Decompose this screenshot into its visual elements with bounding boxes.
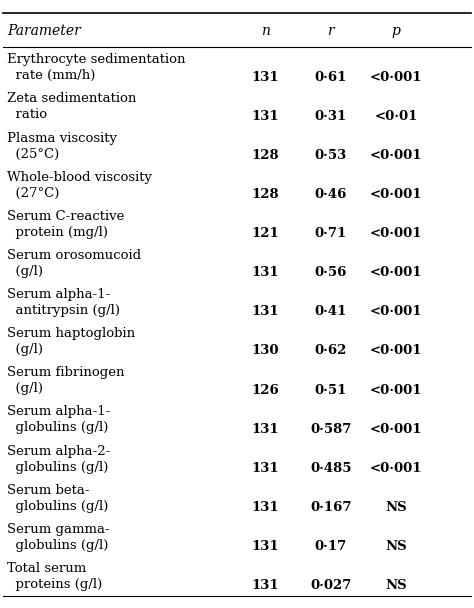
Text: 0·56: 0·56 bbox=[315, 266, 347, 279]
Text: Erythrocyte sedimentation
  rate (mm/h): Erythrocyte sedimentation rate (mm/h) bbox=[8, 54, 186, 82]
Text: 131: 131 bbox=[251, 266, 279, 279]
Text: 0·53: 0·53 bbox=[315, 149, 347, 162]
Text: <0·001: <0·001 bbox=[370, 188, 422, 201]
Text: 131: 131 bbox=[251, 579, 279, 592]
Text: 0·17: 0·17 bbox=[315, 540, 347, 553]
Text: 128: 128 bbox=[251, 188, 279, 201]
Text: 131: 131 bbox=[251, 461, 279, 475]
Text: 121: 121 bbox=[251, 227, 279, 240]
Text: Serum C-reactive
  protein (mg/l): Serum C-reactive protein (mg/l) bbox=[8, 210, 125, 239]
Text: NS: NS bbox=[385, 579, 407, 592]
Text: 0·61: 0·61 bbox=[315, 71, 347, 83]
Text: 131: 131 bbox=[251, 501, 279, 514]
Text: 131: 131 bbox=[251, 540, 279, 553]
Text: n: n bbox=[261, 24, 270, 38]
Text: 131: 131 bbox=[251, 109, 279, 123]
Text: p: p bbox=[392, 24, 401, 38]
Text: <0·001: <0·001 bbox=[370, 149, 422, 162]
Text: <0·01: <0·01 bbox=[374, 109, 418, 123]
Text: 0·51: 0·51 bbox=[315, 384, 347, 396]
Text: <0·001: <0·001 bbox=[370, 266, 422, 279]
Text: <0·001: <0·001 bbox=[370, 461, 422, 475]
Text: 0·62: 0·62 bbox=[315, 344, 347, 358]
Text: Serum gamma-
  globulins (g/l): Serum gamma- globulins (g/l) bbox=[8, 523, 110, 552]
Text: 0·027: 0·027 bbox=[310, 579, 351, 592]
Text: 0·167: 0·167 bbox=[310, 501, 351, 514]
Text: <0·001: <0·001 bbox=[370, 71, 422, 83]
Text: 131: 131 bbox=[251, 423, 279, 436]
Text: 0·71: 0·71 bbox=[315, 227, 347, 240]
Text: Zeta sedimentation
  ratio: Zeta sedimentation ratio bbox=[8, 92, 137, 122]
Text: Plasma viscosity
  (25°C): Plasma viscosity (25°C) bbox=[8, 131, 118, 161]
Text: r: r bbox=[328, 24, 334, 38]
Text: Whole-blood viscosity
  (27°C): Whole-blood viscosity (27°C) bbox=[8, 171, 153, 200]
Text: Serum beta-
  globulins (g/l): Serum beta- globulins (g/l) bbox=[8, 483, 109, 513]
Text: <0·001: <0·001 bbox=[370, 227, 422, 240]
Text: Serum haptoglobin
  (g/l): Serum haptoglobin (g/l) bbox=[8, 327, 136, 356]
Text: Total serum
  proteins (g/l): Total serum proteins (g/l) bbox=[8, 562, 103, 591]
Text: 0·31: 0·31 bbox=[315, 109, 347, 123]
Text: <0·001: <0·001 bbox=[370, 423, 422, 436]
Text: 128: 128 bbox=[251, 149, 279, 162]
Text: Serum alpha-1-
  antitrypsin (g/l): Serum alpha-1- antitrypsin (g/l) bbox=[8, 288, 120, 317]
Text: NS: NS bbox=[385, 501, 407, 514]
Text: 0·485: 0·485 bbox=[310, 461, 351, 475]
Text: Parameter: Parameter bbox=[8, 24, 81, 38]
Text: NS: NS bbox=[385, 540, 407, 553]
Text: Serum alpha-2-
  globulins (g/l): Serum alpha-2- globulins (g/l) bbox=[8, 444, 111, 474]
Text: <0·001: <0·001 bbox=[370, 384, 422, 396]
Text: 0·41: 0·41 bbox=[315, 305, 347, 319]
Text: 131: 131 bbox=[251, 305, 279, 319]
Text: Serum orosomucoid
  (g/l): Serum orosomucoid (g/l) bbox=[8, 249, 142, 278]
Text: 130: 130 bbox=[251, 344, 279, 358]
Text: 0·587: 0·587 bbox=[310, 423, 351, 436]
Text: Serum fibrinogen
  (g/l): Serum fibrinogen (g/l) bbox=[8, 366, 125, 395]
Text: 126: 126 bbox=[251, 384, 279, 396]
Text: <0·001: <0·001 bbox=[370, 344, 422, 358]
Text: 131: 131 bbox=[251, 71, 279, 83]
Text: 0·46: 0·46 bbox=[315, 188, 347, 201]
Text: <0·001: <0·001 bbox=[370, 305, 422, 319]
Text: Serum alpha-1-
  globulins (g/l): Serum alpha-1- globulins (g/l) bbox=[8, 406, 111, 435]
